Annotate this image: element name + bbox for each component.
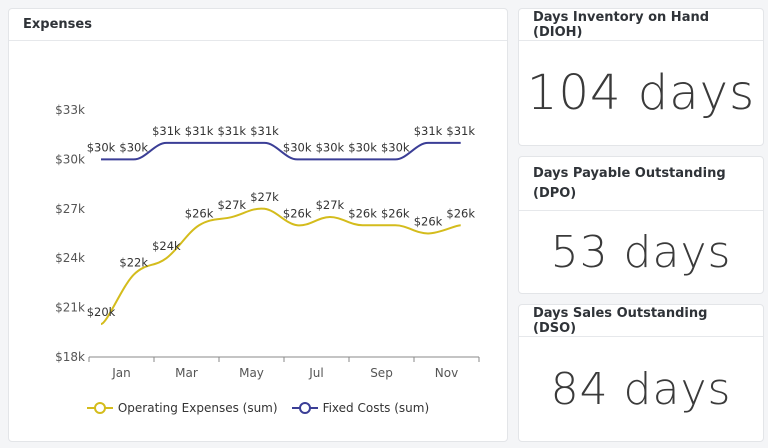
expenses-title: Expenses (23, 17, 92, 32)
dpo-card-header: Days Payable Outstanding (DPO) (519, 157, 763, 211)
series-line-operating-expenses (100, 207, 461, 326)
x-tick-label: Jan (111, 366, 131, 380)
y-tick-label: $18k (55, 350, 85, 364)
data-label-operating-expenses: $26k (381, 206, 410, 220)
data-label-fixed-costs: $30k (119, 140, 148, 154)
series-line-fixed-costs (100, 141, 461, 161)
data-label-fixed-costs: $30k (87, 140, 116, 154)
expenses-card: Expenses $18k $21k $24k $27k $30k $33k Jan Mar M… (8, 8, 508, 442)
data-label-operating-expenses: $27k (217, 198, 246, 212)
expenses-line-chart[interactable]: $18k $21k $24k $27k $30k $33k Jan Mar May Jul Sep N… (9, 42, 509, 402)
data-label-operating-expenses: $26k (446, 206, 475, 220)
dioh-title: Days Inventory on Hand (DIOH) (533, 9, 710, 40)
dioh-card-header: Days Inventory on Hand (DIOH) (519, 9, 763, 41)
x-tick-label: Mar (175, 366, 198, 380)
legend-marker-operating-expenses (86, 401, 113, 415)
data-label-fixed-costs: $31k (446, 124, 475, 138)
data-label-fixed-costs: $30k (283, 140, 312, 154)
data-label-fixed-costs: $31k (414, 124, 443, 138)
data-label-operating-expenses: $20k (87, 305, 116, 319)
data-label-fixed-costs: $31k (217, 124, 246, 138)
legend-label-fixed-costs: Fixed Costs (sum) (322, 401, 430, 415)
dso-card-header: Days Sales Outstanding (DSO) (519, 305, 763, 337)
dso-card: Days Sales Outstanding (DSO) 84 days (518, 304, 764, 442)
x-tick-label: Sep (370, 366, 393, 380)
y-tick-label: $30k (55, 152, 85, 166)
data-label-fixed-costs: $31k (250, 124, 279, 138)
legend-item-fixed-costs[interactable]: Fixed Costs (sum) (291, 401, 430, 415)
data-label-fixed-costs: $30k (316, 140, 345, 154)
data-label-operating-expenses: $22k (119, 256, 148, 270)
y-tick-label: $33k (55, 103, 85, 117)
data-label-operating-expenses: $27k (316, 198, 345, 212)
dioh-card: Days Inventory on Hand (DIOH) 104 days (518, 8, 764, 146)
x-tick-label: Nov (435, 366, 458, 380)
data-label-operating-expenses: $24k (152, 239, 181, 253)
y-tick-label: $27k (55, 202, 85, 216)
x-tick-label: Jul (308, 366, 323, 380)
dpo-title: Days Payable Outstanding (DPO) (533, 165, 726, 201)
data-label-operating-expenses: $26k (185, 206, 214, 220)
legend-item-operating-expenses[interactable]: Operating Expenses (sum) (86, 401, 278, 415)
dioh-value: 104 days (526, 65, 756, 121)
legend-label-operating-expenses: Operating Expenses (sum) (117, 401, 278, 415)
data-label-operating-expenses: $26k (414, 215, 443, 229)
data-label-operating-expenses: $27k (250, 190, 279, 204)
dso-title: Days Sales Outstanding (DSO) (533, 305, 708, 336)
y-tick-label: $24k (55, 251, 85, 265)
data-label-fixed-costs: $30k (348, 140, 377, 154)
data-label-fixed-costs: $30k (381, 140, 410, 154)
dpo-value: 53 days (550, 226, 732, 278)
dso-value: 84 days (550, 363, 732, 415)
data-label-operating-expenses: $26k (283, 206, 312, 220)
dpo-card: Days Payable Outstanding (DPO) 53 days (518, 156, 764, 294)
x-tick-label: May (239, 366, 264, 380)
data-label-fixed-costs: $31k (152, 124, 181, 138)
expenses-card-header: Expenses (9, 9, 507, 41)
y-tick-label: $21k (55, 301, 85, 315)
data-label-fixed-costs: $31k (185, 124, 214, 138)
legend-marker-fixed-costs (291, 401, 318, 415)
data-label-operating-expenses: $26k (348, 206, 377, 220)
chart-legend: Operating Expenses (sum) Fixed Costs (su… (9, 401, 507, 415)
